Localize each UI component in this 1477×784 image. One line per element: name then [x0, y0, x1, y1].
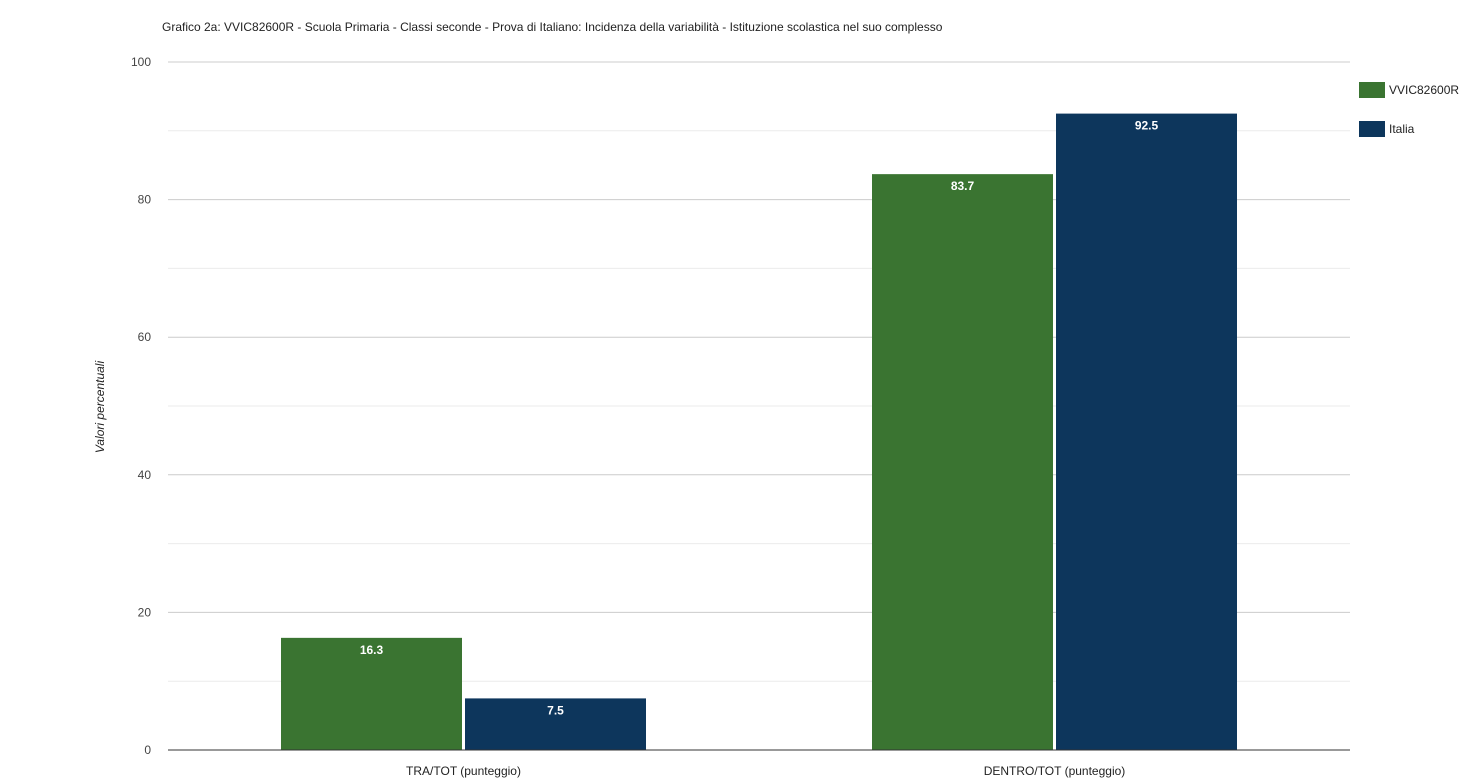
bar-value-label: 92.5 — [1135, 119, 1159, 133]
bar — [465, 698, 646, 750]
bars — [281, 113, 1237, 751]
legend-swatch — [1359, 82, 1385, 98]
bar — [281, 637, 462, 750]
y-tick-label: 100 — [131, 55, 151, 69]
bar-value-label: 7.5 — [547, 703, 564, 717]
legend-label: VVIC82600R — [1389, 83, 1459, 97]
gridlines — [168, 61, 1350, 682]
y-tick-label: 40 — [138, 468, 152, 482]
x-category-label: DENTRO/TOT (punteggio) — [984, 764, 1126, 778]
y-axis-ticks: 0 20 40 60 80 100 — [131, 55, 151, 757]
x-category-label: TRA/TOT (punteggio) — [406, 764, 521, 778]
bar-value-label: 83.7 — [951, 179, 975, 193]
y-tick-label: 80 — [138, 193, 152, 207]
bar-value-label: 16.3 — [360, 643, 384, 657]
chart-title: Grafico 2a: VVIC82600R - Scuola Primaria… — [162, 20, 943, 34]
y-tick-label: 20 — [138, 605, 152, 619]
y-tick-label: 0 — [144, 743, 151, 757]
legend-label: Italia — [1389, 122, 1415, 136]
y-axis-label: Valori percentuali — [93, 361, 107, 454]
y-tick-label: 60 — [138, 330, 152, 344]
bar — [872, 174, 1053, 751]
bar — [1056, 113, 1237, 751]
data-labels: 16.3 7.5 83.7 92.5 — [360, 119, 1159, 718]
legend: VVIC82600R Italia — [1359, 82, 1459, 137]
legend-swatch — [1359, 121, 1385, 137]
x-axis-categories: TRA/TOT (punteggio) DENTRO/TOT (punteggio… — [406, 764, 1125, 778]
